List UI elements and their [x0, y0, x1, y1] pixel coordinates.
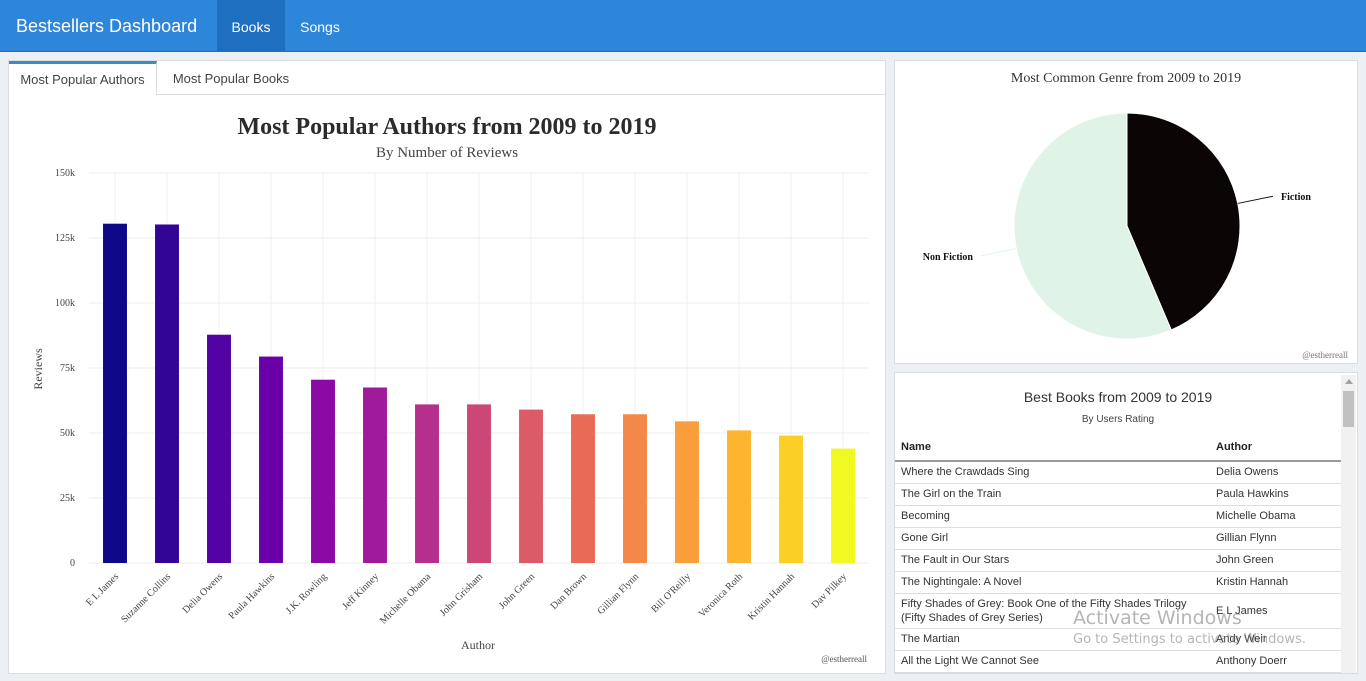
bar[interactable] — [415, 404, 439, 563]
best-books-table: Name Author Where the Crawdads Sing Delia… — [895, 433, 1341, 673]
chart-credit: @estherreall — [821, 654, 867, 664]
pie-slice[interactable] — [1126, 112, 1241, 331]
book-name: The Fault in Our Stars — [895, 549, 1210, 572]
y-tick-label: 125k — [55, 233, 75, 244]
y-tick-label: 75k — [60, 363, 75, 374]
activate-windows-watermark: Activate Windows — [1073, 607, 1242, 629]
table-header-row: Name Author — [895, 433, 1341, 462]
scroll-thumb[interactable] — [1343, 391, 1354, 427]
book-name: The Martian — [895, 628, 1210, 651]
pie-leader-line — [980, 248, 1017, 257]
bar[interactable] — [727, 430, 751, 563]
bar[interactable] — [571, 414, 595, 563]
activate-windows-hint: Go to Settings to activate Windows. — [1073, 632, 1306, 647]
x-tick-label: Gillian Flynn — [595, 571, 641, 617]
nav-tab-songs[interactable]: Songs — [300, 19, 340, 35]
book-author: E L James — [1210, 593, 1341, 629]
app-brand[interactable]: Bestsellers Dashboard — [16, 16, 198, 36]
bar[interactable] — [831, 448, 855, 563]
bar[interactable] — [207, 334, 231, 563]
book-author: John Green — [1210, 549, 1341, 572]
bar[interactable] — [519, 409, 543, 563]
book-name: All the Light We Cannot See — [895, 650, 1210, 673]
x-tick-label: Dan Brown — [549, 571, 590, 612]
y-tick-label: 50k — [60, 428, 75, 439]
best-books-subtitle: By Users Rating — [1081, 414, 1155, 425]
bar[interactable] — [623, 414, 647, 563]
table-row[interactable]: The Girl on the Train Paula Hawkins — [895, 483, 1341, 506]
book-author: Andy Weir — [1210, 628, 1341, 651]
book-author: Michelle Obama — [1210, 505, 1341, 528]
book-author: Delia Owens — [1210, 461, 1341, 484]
book-author: Gillian Flynn — [1210, 527, 1341, 550]
pie-title: Most Common Genre from 2009 to 2019 — [1011, 71, 1241, 86]
y-axis-label: Reviews — [31, 348, 45, 390]
bar[interactable] — [103, 223, 127, 563]
book-author: Kristin Hannah — [1210, 571, 1341, 594]
x-tick-label: J.K. Rowling — [284, 571, 329, 616]
book-name: Fifty Shades of Grey: Book One of the Fi… — [895, 593, 1210, 629]
book-name: Where the Crawdads Sing — [895, 461, 1210, 484]
book-name: The Nightingale: A Novel — [895, 571, 1210, 594]
table-row[interactable]: All the Light We Cannot See Anthony Doerr — [895, 650, 1341, 673]
table-scrollbar[interactable] — [1341, 375, 1356, 673]
bar[interactable] — [363, 387, 387, 564]
column-header-author[interactable]: Author — [1210, 433, 1341, 462]
book-name: Becoming — [895, 505, 1210, 528]
chart-subtitle: By Number of Reviews — [376, 145, 518, 161]
tab-most-popular-authors[interactable]: Most Popular Authors — [9, 61, 157, 95]
x-tick-label: John Green — [497, 571, 537, 611]
x-tick-label: Bill O'Reilly — [649, 571, 693, 615]
table-row[interactable]: The Martian Andy Weir — [895, 628, 1341, 651]
table-row[interactable]: The Fault in Our Stars John Green — [895, 549, 1341, 572]
y-tick-label: 100k — [55, 298, 75, 309]
genre-pie-chart: Most Common Genre from 2009 to 2019 Fict… — [923, 71, 1349, 360]
y-tick-label: 25k — [60, 493, 75, 504]
book-author: Paula Hawkins — [1210, 483, 1341, 506]
column-header-name[interactable]: Name — [895, 433, 1210, 462]
x-axis-label: Author — [461, 638, 495, 652]
chart-title: Most Popular Authors from 2009 to 2019 — [237, 114, 656, 140]
pie-slice-label: Non Fiction — [923, 252, 974, 263]
table-row[interactable]: Fifty Shades of Grey: Book One of the Fi… — [895, 593, 1341, 629]
bar[interactable] — [259, 356, 283, 563]
table-row[interactable]: The Nightingale: A Novel Kristin Hannah — [895, 571, 1341, 594]
x-tick-label: Kristin Hannah — [746, 571, 797, 622]
authors-panel: Most Popular Authors Most Popular Books … — [8, 60, 886, 674]
x-tick-label: Delia Owens — [181, 571, 226, 616]
x-tick-label: Jeff Kinney — [340, 571, 381, 612]
best-books-title: Best Books from 2009 to 2019 — [1023, 389, 1213, 405]
table-row[interactable]: Gone Girl Gillian Flynn — [895, 527, 1341, 550]
top-navbar: Bestsellers Dashboard Books Songs — [0, 0, 1366, 52]
authors-bar-chart: Most Popular Authors from 2009 to 2019 B… — [31, 114, 869, 664]
x-tick-label: John Grisham — [438, 571, 485, 618]
bar[interactable] — [779, 435, 803, 563]
pie-slice-label: Fiction — [1281, 192, 1311, 203]
x-tick-label: Michelle Obama — [378, 571, 433, 626]
bar[interactable] — [311, 379, 335, 563]
pie-credit: @estherreall — [1302, 350, 1348, 360]
x-tick-label: Veronica Roth — [697, 571, 745, 619]
book-author: Anthony Doerr — [1210, 650, 1341, 673]
tab-most-popular-books[interactable]: Most Popular Books — [172, 71, 290, 86]
book-name: Gone Girl — [895, 527, 1210, 550]
panel-tabbar: Most Popular Authors Most Popular Books — [9, 61, 885, 95]
bar[interactable] — [467, 404, 491, 563]
table-row[interactable]: Where the Crawdads Sing Delia Owens — [895, 461, 1341, 484]
x-tick-label: E L James — [84, 571, 121, 608]
scroll-up-arrow-icon[interactable] — [1345, 379, 1353, 384]
table-row[interactable]: Becoming Michelle Obama — [895, 505, 1341, 528]
x-tick-label: Paula Hawkins — [227, 571, 277, 621]
x-tick-label: Suzanne Collins — [119, 571, 173, 625]
x-tick-label: Dav Pilkey — [810, 571, 849, 610]
best-books-panel: Best Books from 2009 to 2019 By Users Ra… — [894, 372, 1358, 674]
genre-panel: Most Common Genre from 2009 to 2019 Fict… — [894, 60, 1358, 364]
pie-leader-line — [1237, 195, 1274, 204]
book-name: The Girl on the Train — [895, 483, 1210, 506]
y-tick-label: 0 — [70, 558, 75, 569]
bar[interactable] — [675, 421, 699, 563]
bar[interactable] — [155, 224, 179, 563]
nav-tab-books[interactable]: Books — [217, 0, 285, 52]
y-tick-label: 150k — [55, 168, 75, 179]
